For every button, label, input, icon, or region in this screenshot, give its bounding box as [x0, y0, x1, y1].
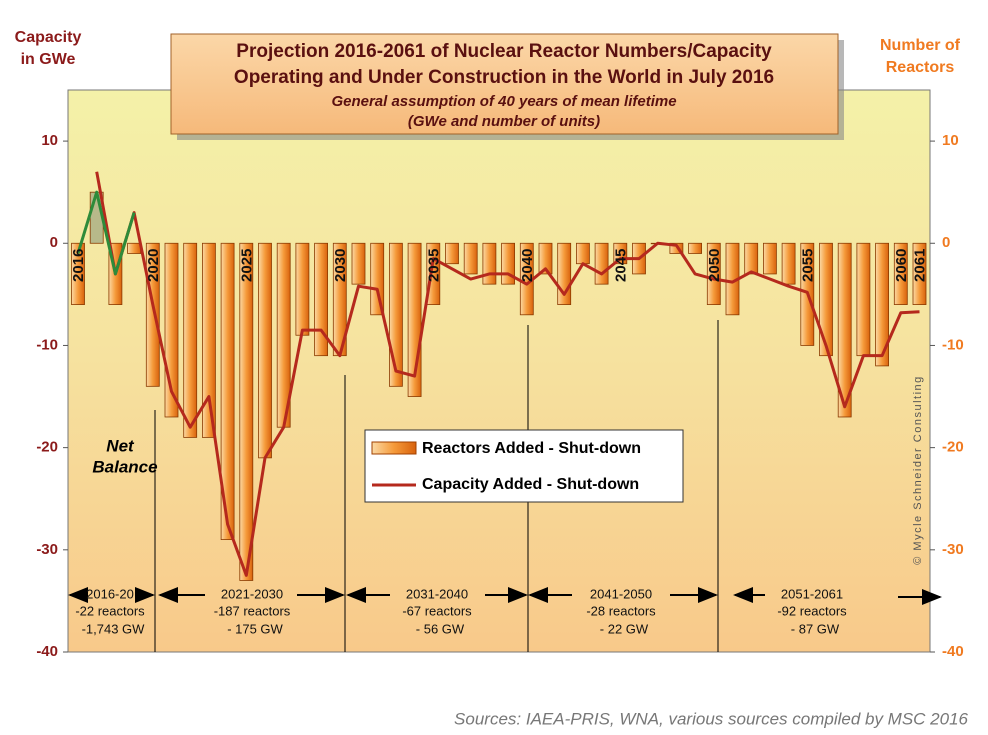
period-reactors: -28 reactors	[586, 603, 656, 618]
bar	[183, 242, 198, 438]
y2-tick-label: -10	[942, 336, 964, 353]
net-label: Balance	[92, 457, 157, 476]
bar	[837, 242, 852, 418]
y2-tick-label: 10	[942, 132, 959, 149]
y-tick-label: 10	[41, 132, 58, 149]
y-tick-label: -30	[36, 541, 58, 558]
title: Operating and Under Construction in the …	[234, 67, 774, 88]
bar	[688, 242, 702, 254]
bar	[744, 242, 759, 275]
bar	[145, 242, 160, 387]
bar	[426, 242, 441, 305]
watermark: © Mycle Schneider Consulting	[912, 375, 924, 565]
bar	[482, 242, 497, 285]
y-tick-label: 0	[50, 234, 58, 251]
x-tick-label: 2025	[238, 249, 255, 282]
net-label: Net	[106, 436, 135, 455]
y-axis-label: in GWe	[21, 51, 76, 68]
period-arrows	[68, 587, 942, 605]
bar	[71, 242, 85, 305]
period-reactors: -92 reactors	[777, 603, 847, 618]
y-tick-label: -10	[36, 336, 58, 353]
period-gw: - 87 GW	[791, 621, 840, 636]
period-range: 2041-2050	[590, 586, 652, 601]
x-tick-label: 2061	[911, 249, 928, 282]
y2-axis-label: Reactors	[886, 59, 955, 76]
bar	[763, 242, 777, 275]
subtitle: (GWe and number of units)	[408, 113, 600, 130]
x-tick-label: 2050	[706, 249, 723, 282]
period-gw: -1,743 GW	[82, 621, 146, 636]
bar	[201, 242, 216, 438]
y-tick-label: -40	[36, 643, 58, 660]
bar	[445, 242, 459, 265]
y2-tick-label: -30	[942, 541, 964, 558]
bar	[314, 242, 329, 357]
bar	[220, 242, 235, 540]
bar	[239, 242, 254, 581]
line	[76, 190, 136, 276]
bar	[856, 242, 871, 357]
plot-area	[67, 89, 931, 653]
x-tick-label: 2016	[70, 249, 87, 282]
period-reactors: -22 reactors	[75, 603, 145, 618]
period-gw: - 175 GW	[227, 621, 283, 636]
legend: Reactors Added - Shut-down Capacity Adde…	[364, 429, 684, 503]
bar	[875, 242, 889, 367]
x-tick-label: 2030	[332, 249, 349, 282]
bar	[258, 242, 272, 459]
bar	[594, 242, 609, 285]
legend-swatch	[371, 441, 417, 455]
bar	[819, 242, 833, 357]
x-tick-label: 2055	[799, 249, 816, 282]
period-gw: - 22 GW	[600, 621, 649, 636]
bar	[295, 242, 310, 336]
source: Sources: IAEA-PRIS, WNA, various sources…	[454, 709, 969, 728]
bar	[463, 242, 478, 275]
bar	[576, 242, 590, 265]
bar	[351, 242, 366, 285]
x-tick-label: 2045	[612, 249, 629, 282]
bar	[912, 242, 927, 305]
x-tick-label: 2060	[893, 249, 910, 282]
period-range: 2016-20	[86, 586, 134, 601]
x-tick-label: 2020	[145, 249, 162, 282]
y2-tick-label: -40	[942, 643, 964, 660]
subtitle: General assumption of 40 years of mean l…	[331, 93, 676, 110]
bar	[781, 242, 796, 285]
x-tick-label: 2040	[519, 249, 536, 282]
title: Projection 2016-2061 of Nuclear Reactor …	[236, 41, 772, 62]
title-box	[170, 33, 839, 135]
bar	[706, 242, 721, 305]
legend-label: Capacity Added - Shut-down	[422, 476, 639, 493]
period-range: 2021-2030	[221, 586, 283, 601]
bar	[893, 242, 908, 305]
period-range: 2031-2040	[406, 586, 468, 601]
y2-tick-label: 0	[942, 234, 950, 251]
y-tick-label: -20	[36, 439, 58, 456]
x-tick-label: 2035	[425, 249, 442, 282]
line	[95, 171, 920, 577]
bar	[127, 242, 141, 254]
legend-label: Reactors Added - Shut-down	[422, 440, 641, 457]
period-gw: - 56 GW	[416, 621, 465, 636]
period-range: 2051-2061	[781, 586, 843, 601]
y2-tick-label: -20	[942, 439, 964, 456]
bar	[669, 242, 684, 254]
y2-axis-label: Number of	[880, 37, 961, 54]
y-axis-label: Capacity	[15, 29, 82, 46]
bar	[538, 242, 553, 275]
period-reactors: -187 reactors	[214, 603, 291, 618]
period-reactors: -67 reactors	[402, 603, 472, 618]
